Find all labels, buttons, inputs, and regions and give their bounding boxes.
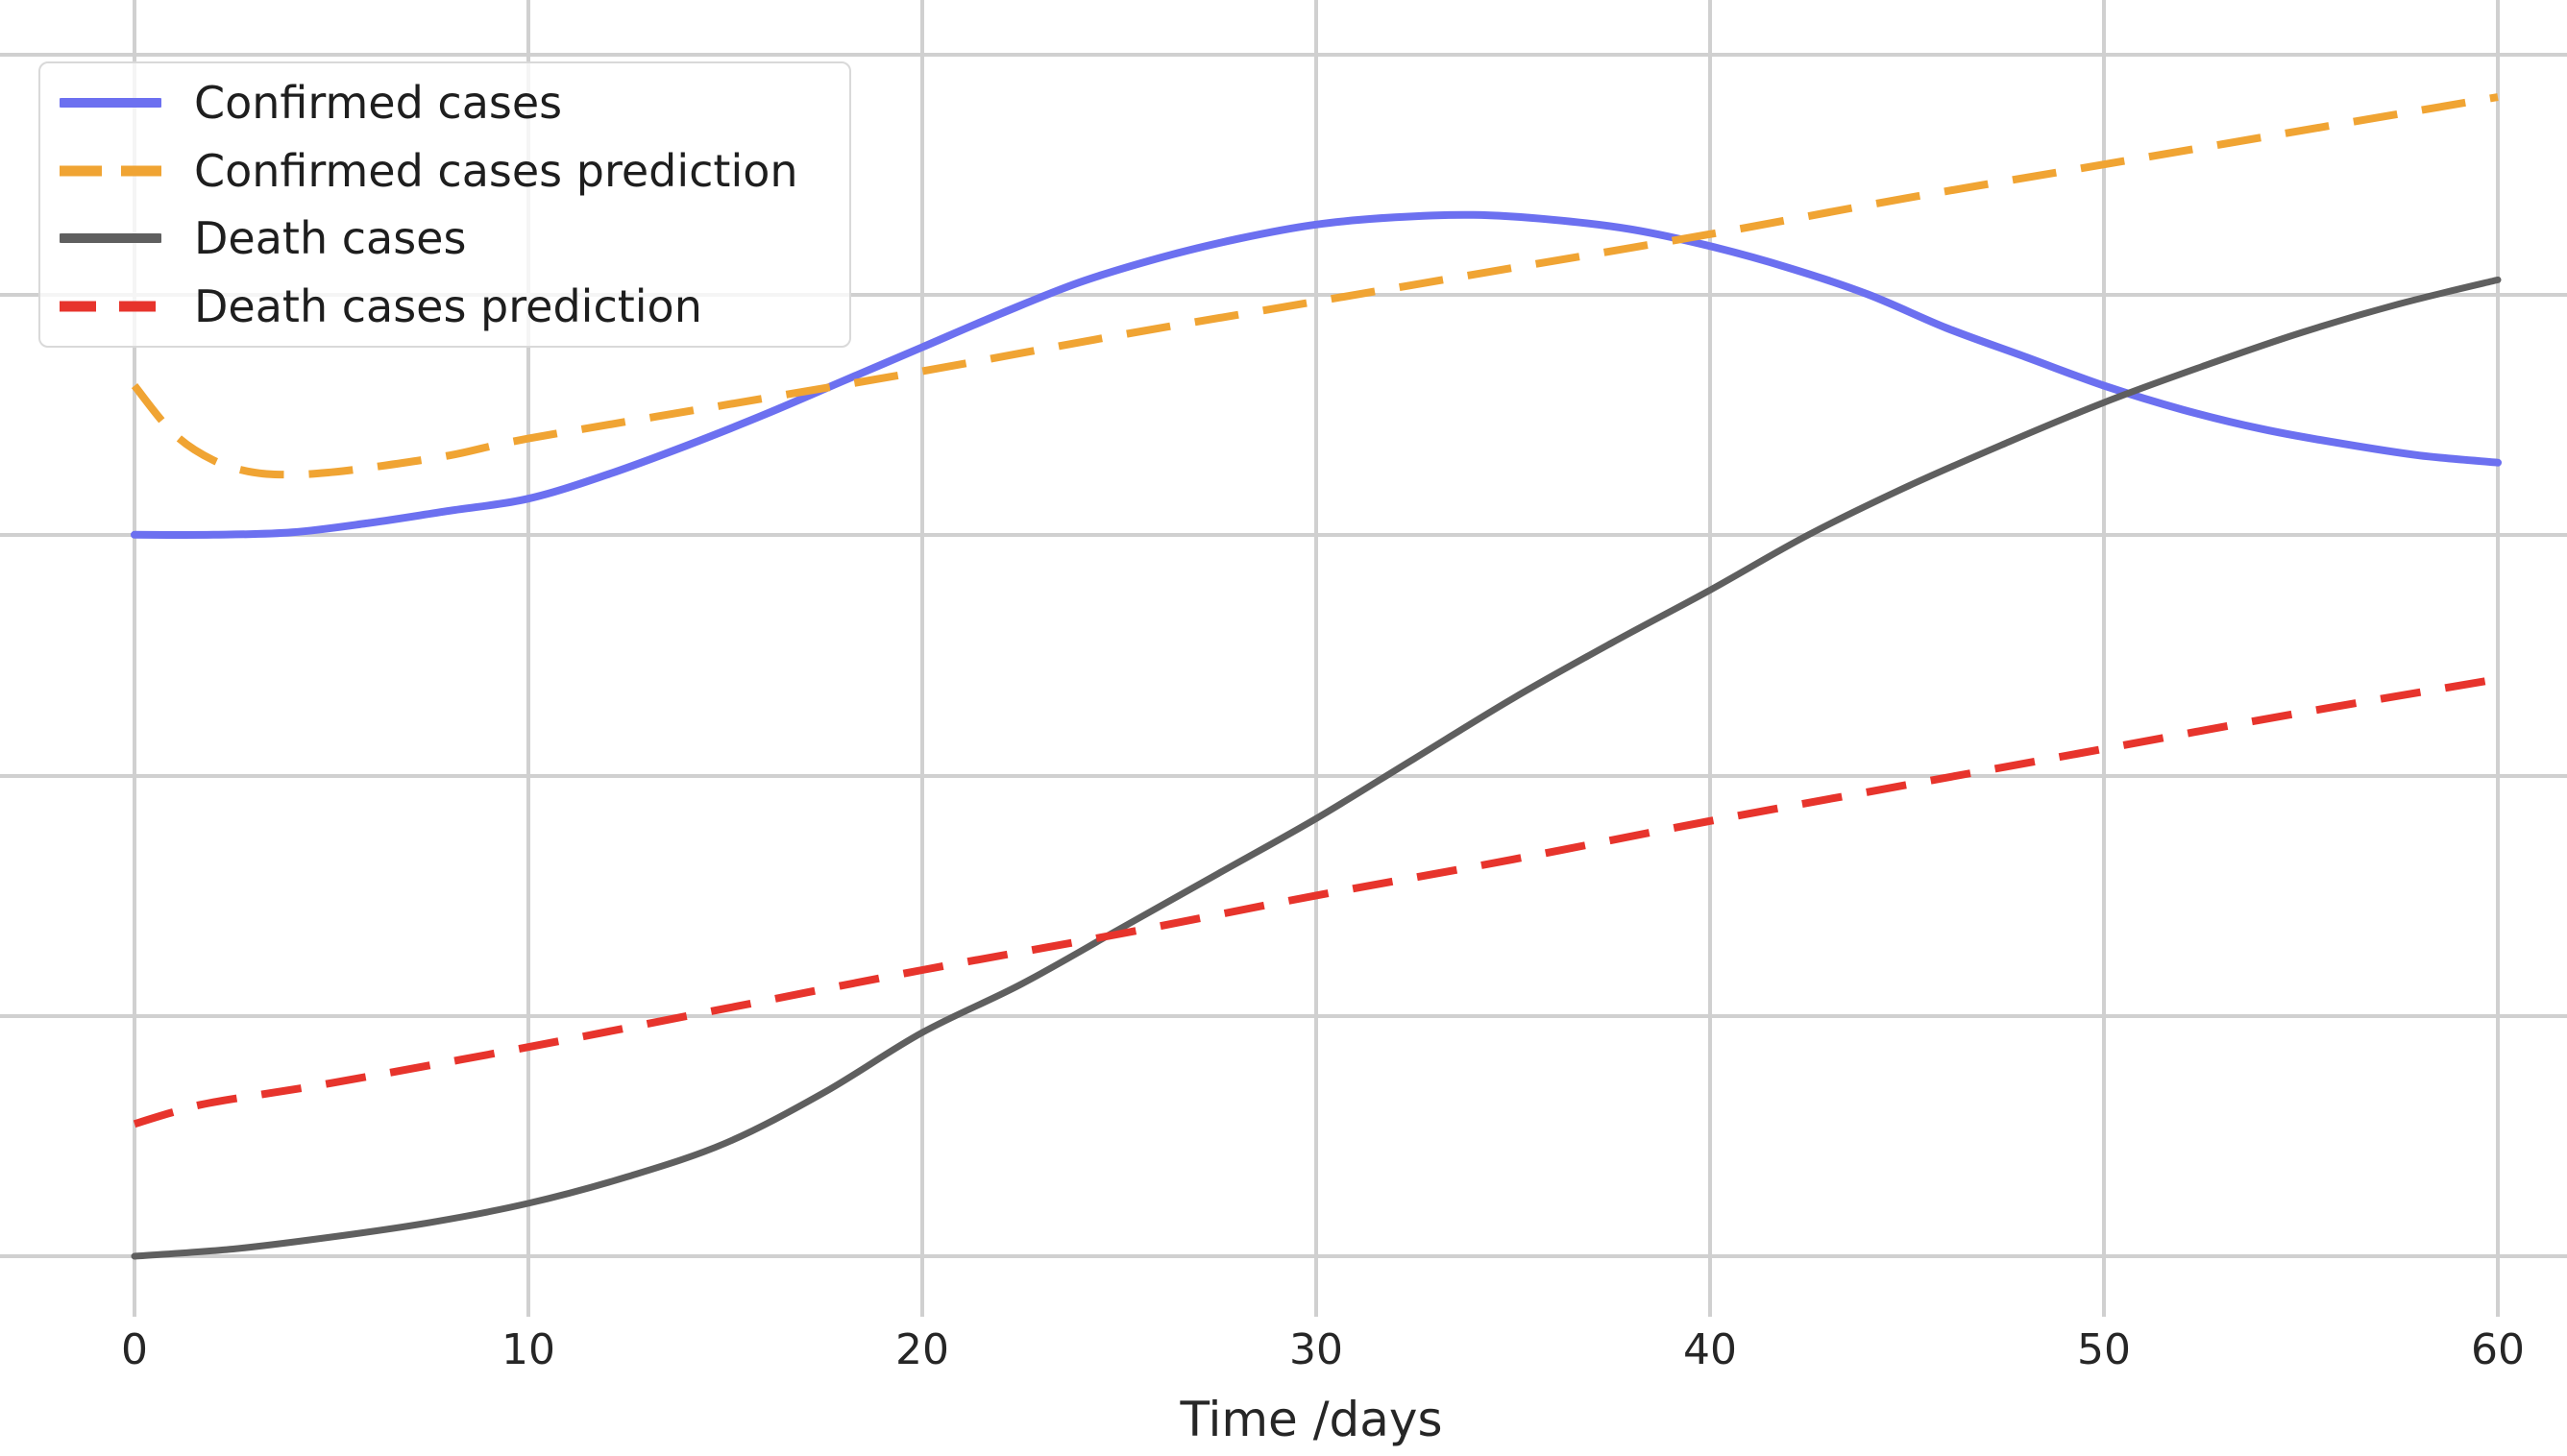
x-tick-label-20: 20 [895,1325,949,1374]
x-tick-label-10: 10 [501,1325,555,1374]
x-tick-label-40: 40 [1683,1325,1737,1374]
legend-item-confirmed-cases: Confirmed cases [60,69,849,136]
x-tick-label-0: 0 [121,1325,148,1374]
legend-label-death-cases-prediction: Death cases prediction [194,279,702,332]
legend-line-sample-death-cases [60,233,161,244]
x-axis-label: Time /days [1179,1392,1442,1447]
legend-item-death-cases-prediction: Death cases prediction [60,273,849,340]
legend-label-confirmed-cases-prediction: Confirmed cases prediction [194,144,798,197]
legend-dash-sample-death-cases-prediction [60,301,161,312]
x-tick-label-30: 30 [1289,1325,1343,1374]
legend: Confirmed cases Confirmed cases predicti… [38,61,851,348]
legend-item-death-cases: Death cases [60,205,849,272]
legend-item-confirmed-cases-prediction: Confirmed cases prediction [60,137,849,205]
x-axis: 0 10 20 30 40 50 60 Time /days [121,1325,2525,1447]
confirmed-cases-line [131,210,2502,539]
legend-line-sample-confirmed-cases [60,98,161,109]
x-tick-label-50: 50 [2077,1325,2131,1374]
death-cases-line [131,276,2502,1260]
series-layer [131,93,2502,1260]
x-tick-label-60: 60 [2471,1325,2525,1374]
legend-label-death-cases: Death cases [194,212,467,265]
confirmed-cases-prediction-line [131,93,2499,479]
death-cases-prediction-line [133,675,2499,1128]
legend-dash-sample-confirmed-cases-prediction [60,165,161,177]
legend-label-confirmed-cases: Confirmed cases [194,77,563,130]
